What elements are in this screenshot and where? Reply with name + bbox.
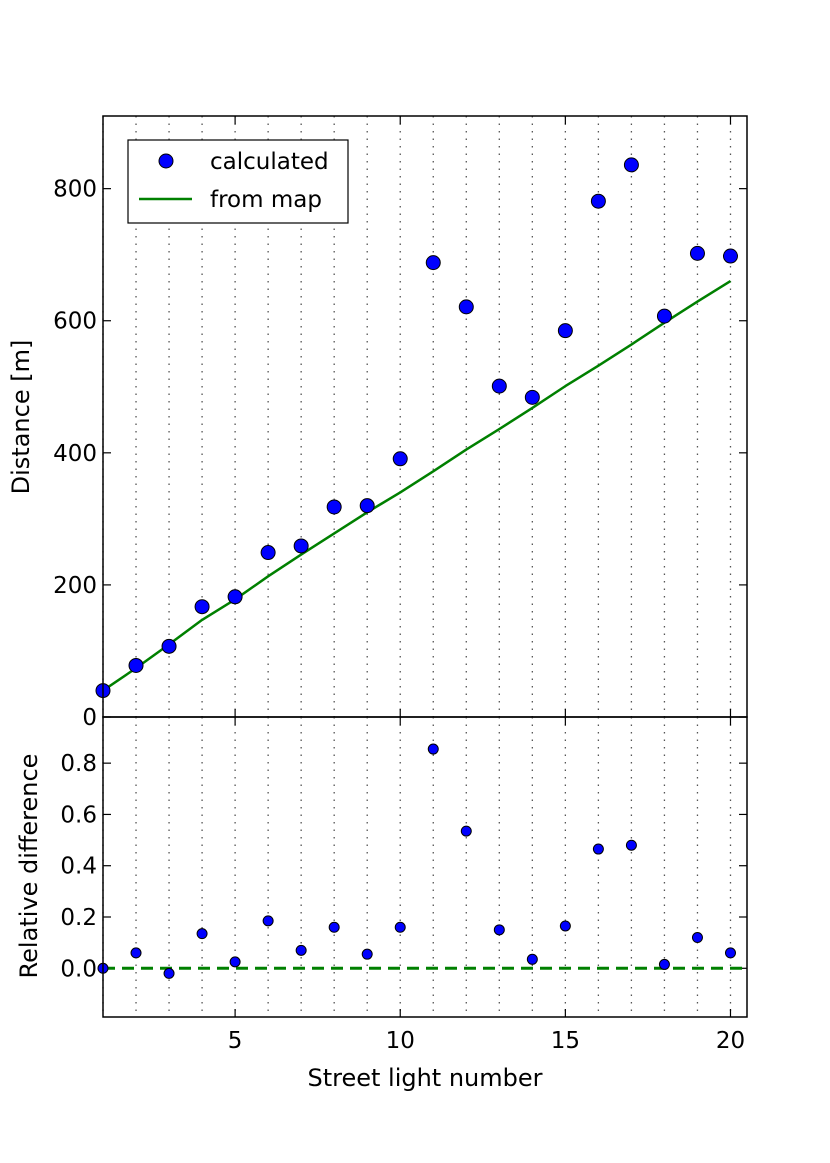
- bottom-y-tick-label: 0.0: [60, 956, 97, 982]
- relative-difference-point: [724, 947, 736, 959]
- calculated-point: [359, 498, 375, 514]
- calculated-point: [392, 451, 408, 467]
- legend-from-map-label: from map: [210, 187, 322, 213]
- relative-difference-point: [130, 947, 142, 959]
- relative-difference-point: [427, 743, 439, 755]
- x-tick-label: 5: [228, 1028, 243, 1054]
- calculated-series: [95, 157, 738, 699]
- calculated-point: [326, 499, 342, 515]
- calculated-point: [293, 538, 309, 554]
- relative-difference-point: [658, 958, 670, 970]
- bottom-ticks: 0.0 0.2 0.4 0.6 0.8 5 10 15 20: [60, 717, 747, 1054]
- relative-difference-point: [361, 948, 373, 960]
- from-map-series: [102, 280, 732, 692]
- legend-calculated-label: calculated: [210, 149, 329, 175]
- relative-difference-point: [229, 956, 241, 968]
- top-grid: [102, 116, 732, 717]
- bottom-y-tick-label: 0.2: [60, 905, 97, 931]
- relative-difference-point: [526, 953, 538, 965]
- relative-difference-point: [691, 932, 703, 944]
- relative-difference-series: [97, 743, 736, 979]
- top-y-tick-label: 600: [53, 309, 97, 335]
- top-panel: 0 200 400 600 800 calculated from map Distan…: [7, 115, 748, 731]
- top-y-tick-label: 0: [82, 705, 97, 731]
- from-map-line: [102, 280, 732, 692]
- calculated-point: [524, 389, 540, 405]
- relative-difference-point: [262, 915, 274, 927]
- calculated-point: [425, 255, 441, 271]
- relative-difference-point: [394, 921, 406, 933]
- relative-difference-point: [295, 944, 307, 956]
- calculated-point: [260, 545, 276, 561]
- bottom-grid: [102, 717, 732, 1017]
- calculated-point: [557, 323, 573, 339]
- relative-difference-point: [625, 839, 637, 851]
- calculated-point: [194, 599, 210, 615]
- bottom-y-axis-label: Relative difference: [15, 754, 43, 979]
- legend: calculated from map: [127, 139, 349, 224]
- top-y-axis-label: Distance [m]: [7, 340, 35, 495]
- top-y-tick-label: 200: [53, 573, 97, 599]
- relative-difference-point: [559, 920, 571, 932]
- calculated-point: [590, 193, 606, 209]
- relative-difference-point: [196, 928, 208, 940]
- x-axis-label: Street light number: [307, 1064, 542, 1092]
- relative-difference-point: [460, 825, 472, 837]
- x-tick-label: 15: [551, 1028, 580, 1054]
- bottom-panel: 0.0 0.2 0.4 0.6 0.8 5 10 15 20 Relative differen…: [15, 716, 748, 1092]
- legend-calculated-marker: [158, 153, 174, 169]
- relative-difference-point: [592, 843, 604, 855]
- calculated-point: [161, 638, 177, 654]
- calculated-point: [656, 308, 672, 324]
- top-y-ticks: 0 200 400 600 800: [53, 116, 747, 731]
- bottom-y-tick-label: 0.4: [60, 854, 97, 880]
- relative-difference-point: [163, 967, 175, 979]
- relative-difference-point: [328, 921, 340, 933]
- calculated-point: [491, 378, 507, 394]
- calculated-point: [623, 157, 639, 173]
- calculated-point: [689, 245, 705, 261]
- bottom-plot-frame: [102, 716, 748, 1018]
- relative-difference-point: [493, 924, 505, 936]
- x-tick-label: 10: [386, 1028, 415, 1054]
- calculated-point: [458, 299, 474, 315]
- calculated-point: [227, 589, 243, 605]
- top-y-tick-label: 800: [53, 177, 97, 203]
- x-tick-label: 20: [716, 1028, 745, 1054]
- bottom-y-tick-label: 0.6: [60, 802, 97, 828]
- calculated-point: [722, 248, 738, 264]
- bottom-y-tick-label: 0.8: [60, 751, 97, 777]
- top-y-tick-label: 400: [53, 441, 97, 467]
- calculated-point: [128, 657, 144, 673]
